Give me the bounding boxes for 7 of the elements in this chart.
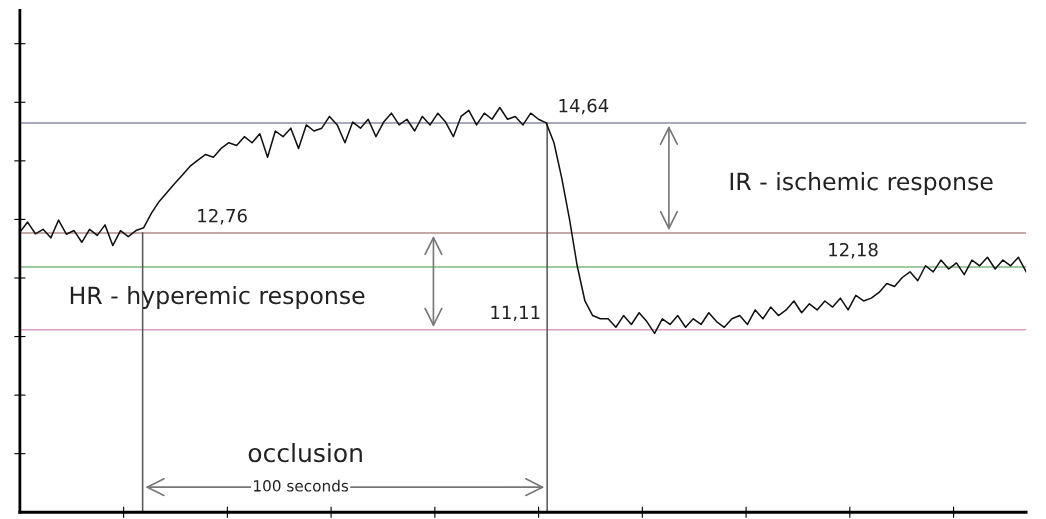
annotation: 12,18 — [829, 242, 878, 259]
annotation: occlusion — [248, 442, 362, 463]
annotation: IR - ischemic response — [730, 172, 993, 195]
annotation: 12,76 — [198, 208, 247, 225]
annotation: 14,64 — [559, 98, 609, 115]
annotation: 11,11 — [491, 305, 540, 322]
annotation: 100 seconds — [254, 479, 349, 492]
